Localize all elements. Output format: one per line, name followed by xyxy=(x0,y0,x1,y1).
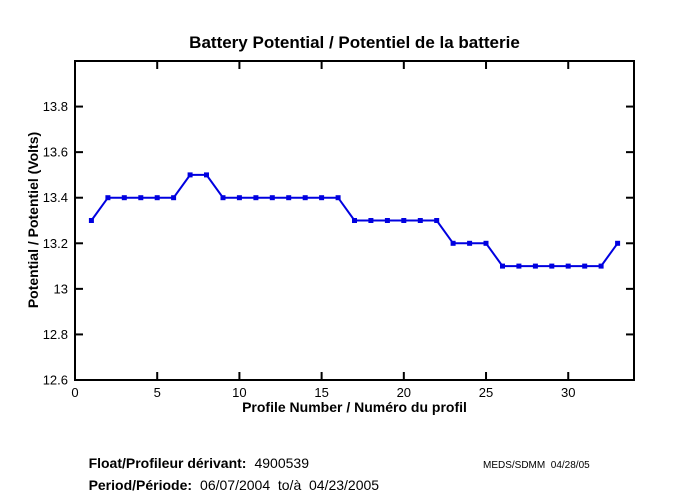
chart-title: Battery Potential / Potentiel de la batt… xyxy=(189,33,520,52)
y-tick-label: 13.4 xyxy=(43,190,68,205)
float-value: 4900539 xyxy=(254,455,309,471)
data-point-marker xyxy=(549,263,555,269)
data-point-marker xyxy=(417,218,423,223)
data-point-marker xyxy=(88,218,94,223)
data-point-marker xyxy=(516,263,522,269)
data-point-marker xyxy=(368,218,374,223)
data-point-marker xyxy=(615,240,621,246)
data-point-marker xyxy=(532,263,538,269)
x-tick-label: 25 xyxy=(479,385,493,400)
y-tick-label: 13.8 xyxy=(43,99,68,114)
data-point-marker xyxy=(384,218,390,223)
data-point-marker xyxy=(138,195,144,201)
footer-period-line: Period/Période: 06/07/2004 to/à 04/23/200… xyxy=(73,461,380,500)
data-point-marker xyxy=(500,263,505,269)
x-tick-label: 30 xyxy=(561,385,575,400)
data-point-marker xyxy=(483,240,489,246)
credit-text: MEDS/SDMM 04/28/05 xyxy=(483,460,590,471)
data-point-marker xyxy=(220,195,226,201)
y-tick-label: 12.6 xyxy=(43,373,68,388)
plot-border xyxy=(74,60,635,381)
x-tick-label: 20 xyxy=(397,385,411,400)
y-tick-label: 13 xyxy=(54,281,68,296)
data-point-marker xyxy=(171,195,177,201)
data-point-marker xyxy=(302,195,308,201)
y-tick-label: 13.6 xyxy=(43,145,68,160)
y-tick-label: 13.2 xyxy=(43,236,68,251)
period-label: Period/Période: xyxy=(88,477,193,493)
period-value: 06/07/2004 to/à 04/23/2005 xyxy=(200,477,380,493)
data-point-marker xyxy=(434,218,440,223)
data-point-marker xyxy=(121,195,127,201)
float-label: Float/Profileur dérivant: xyxy=(88,455,247,471)
data-point-marker xyxy=(582,263,588,269)
data-point-marker xyxy=(401,218,407,223)
data-point-marker xyxy=(204,172,209,178)
data-point-marker xyxy=(450,240,456,246)
x-tick-label: 15 xyxy=(314,385,328,400)
data-point-marker xyxy=(319,195,325,201)
data-point-marker xyxy=(236,195,242,201)
data-point-marker xyxy=(269,195,275,201)
data-point-marker xyxy=(187,172,193,178)
data-point-marker xyxy=(105,195,111,201)
x-tick-label: 5 xyxy=(154,385,161,400)
data-point-marker xyxy=(154,195,160,201)
data-point-marker xyxy=(467,240,473,246)
data-point-marker xyxy=(565,263,571,269)
data-point-marker xyxy=(335,195,341,201)
data-point-marker xyxy=(352,218,357,223)
data-point-marker xyxy=(253,195,259,201)
x-tick-label: 10 xyxy=(232,385,246,400)
data-point-marker xyxy=(286,195,292,201)
x-tick-label: 0 xyxy=(71,385,78,400)
x-axis-label: Profile Number / Numéro du profil xyxy=(242,399,467,415)
footer-float-line: Float/Profileur dérivant: 4900539 xyxy=(73,439,309,487)
y-tick-label: 12.8 xyxy=(43,327,68,342)
data-point-marker xyxy=(598,263,604,269)
